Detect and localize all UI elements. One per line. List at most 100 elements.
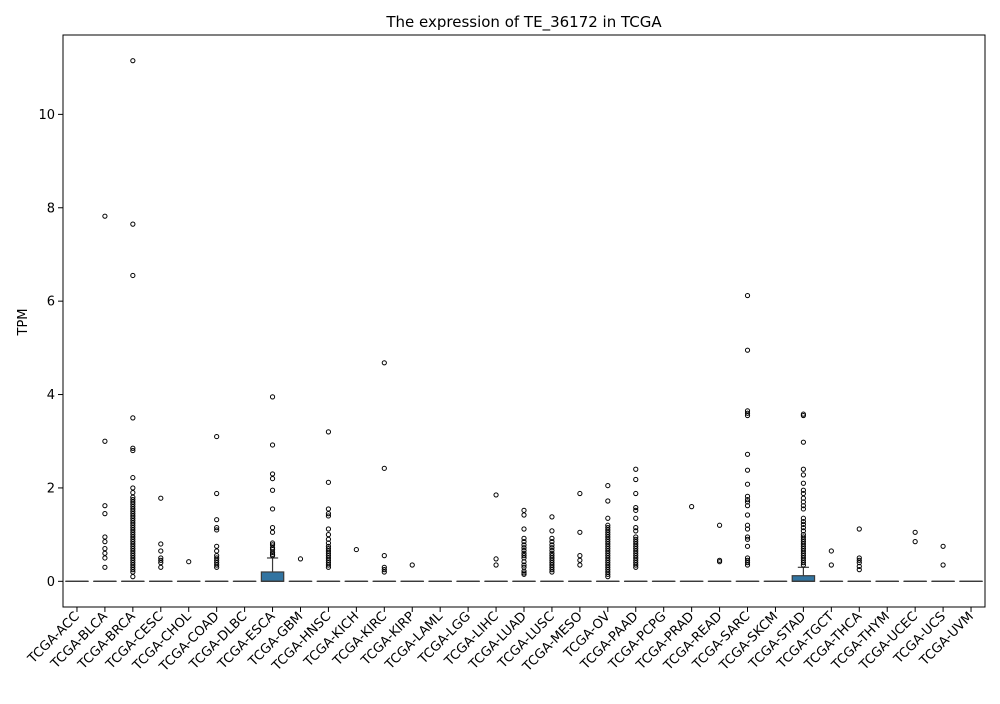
outlier-point: [382, 466, 386, 470]
outlier-point: [215, 518, 219, 522]
box: [792, 576, 814, 582]
outlier-point: [103, 547, 107, 551]
outlier-point: [634, 477, 638, 481]
outlier-point: [606, 516, 610, 520]
outlier-point: [382, 554, 386, 558]
outlier-point: [131, 491, 135, 495]
plot-area: 0246810TCGA-ACCTCGA-BLCATCGA-BRCATCGA-CE…: [25, 59, 983, 676]
outlier-point: [494, 563, 498, 567]
outlier-point: [103, 540, 107, 544]
outlier-point: [215, 549, 219, 553]
outlier-point: [270, 530, 274, 534]
outlier-point: [159, 565, 163, 569]
outlier-point: [103, 556, 107, 560]
outlier-point: [745, 293, 749, 297]
outlier-point: [270, 443, 274, 447]
outlier-point: [159, 549, 163, 553]
outlier-point: [634, 508, 638, 512]
outlier-point: [829, 549, 833, 553]
outlier-point: [270, 488, 274, 492]
outlier-point: [494, 493, 498, 497]
plot-frame: [63, 35, 985, 607]
outlier-point: [131, 486, 135, 490]
outlier-point: [578, 558, 582, 562]
y-tick-label: 0: [47, 575, 55, 590]
outlier-point: [103, 504, 107, 508]
outlier-point: [690, 505, 694, 509]
y-axis-label: TPM: [16, 309, 31, 337]
outlier-point: [578, 491, 582, 495]
outlier-point: [745, 482, 749, 486]
outlier-point: [215, 491, 219, 495]
outlier-point: [941, 544, 945, 548]
outlier-point: [270, 526, 274, 530]
outlier-point: [913, 530, 917, 534]
outlier-point: [578, 554, 582, 558]
outlier-point: [382, 361, 386, 365]
outlier-point: [941, 563, 945, 567]
outlier-point: [159, 542, 163, 546]
outlier-point: [354, 547, 358, 551]
outlier-point: [606, 499, 610, 503]
outlier-point: [131, 575, 135, 579]
outlier-point: [634, 516, 638, 520]
outlier-point: [801, 481, 805, 485]
outlier-point: [326, 430, 330, 434]
y-tick-label: 4: [47, 388, 55, 403]
outlier-point: [103, 214, 107, 218]
y-tick-label: 6: [47, 295, 55, 310]
outlier-point: [634, 467, 638, 471]
outlier-point: [270, 395, 274, 399]
outlier-point: [522, 513, 526, 517]
outlier-point: [270, 472, 274, 476]
outlier-point: [801, 467, 805, 471]
outlier-point: [215, 544, 219, 548]
outlier-point: [326, 507, 330, 511]
outlier-point: [550, 515, 554, 519]
outlier-point: [745, 452, 749, 456]
y-tick-label: 10: [38, 108, 55, 123]
outlier-point: [131, 222, 135, 226]
outlier-point: [298, 557, 302, 561]
outlier-point: [829, 563, 833, 567]
outlier-point: [745, 513, 749, 517]
outlier-point: [326, 527, 330, 531]
y-tick-label: 2: [47, 481, 55, 496]
outlier-point: [801, 473, 805, 477]
outlier-point: [131, 476, 135, 480]
outlier-point: [913, 540, 917, 544]
outlier-point: [131, 59, 135, 63]
outlier-point: [159, 496, 163, 500]
outlier-point: [103, 535, 107, 539]
outlier-point: [270, 507, 274, 511]
outlier-point: [103, 512, 107, 516]
y-tick-label: 8: [47, 201, 55, 216]
outlier-point: [103, 551, 107, 555]
box: [261, 572, 283, 581]
outlier-point: [270, 476, 274, 480]
outlier-point: [522, 508, 526, 512]
outlier-point: [857, 527, 861, 531]
outlier-point: [326, 533, 330, 537]
outlier-point: [634, 491, 638, 495]
outlier-point: [578, 530, 582, 534]
outlier-point: [606, 483, 610, 487]
outlier-point: [745, 348, 749, 352]
outlier-point: [745, 544, 749, 548]
outlier-point: [522, 527, 526, 531]
outlier-point: [410, 563, 414, 567]
outlier-point: [326, 480, 330, 484]
outlier-point: [131, 416, 135, 420]
outlier-point: [103, 439, 107, 443]
outlier-point: [550, 529, 554, 533]
outlier-point: [717, 523, 721, 527]
outlier-point: [578, 563, 582, 567]
chart-title: The expression of TE_36172 in TCGA: [385, 13, 662, 32]
outlier-point: [215, 434, 219, 438]
outlier-point: [745, 468, 749, 472]
outlier-point: [131, 273, 135, 277]
outlier-point: [187, 560, 191, 564]
outlier-point: [494, 557, 498, 561]
